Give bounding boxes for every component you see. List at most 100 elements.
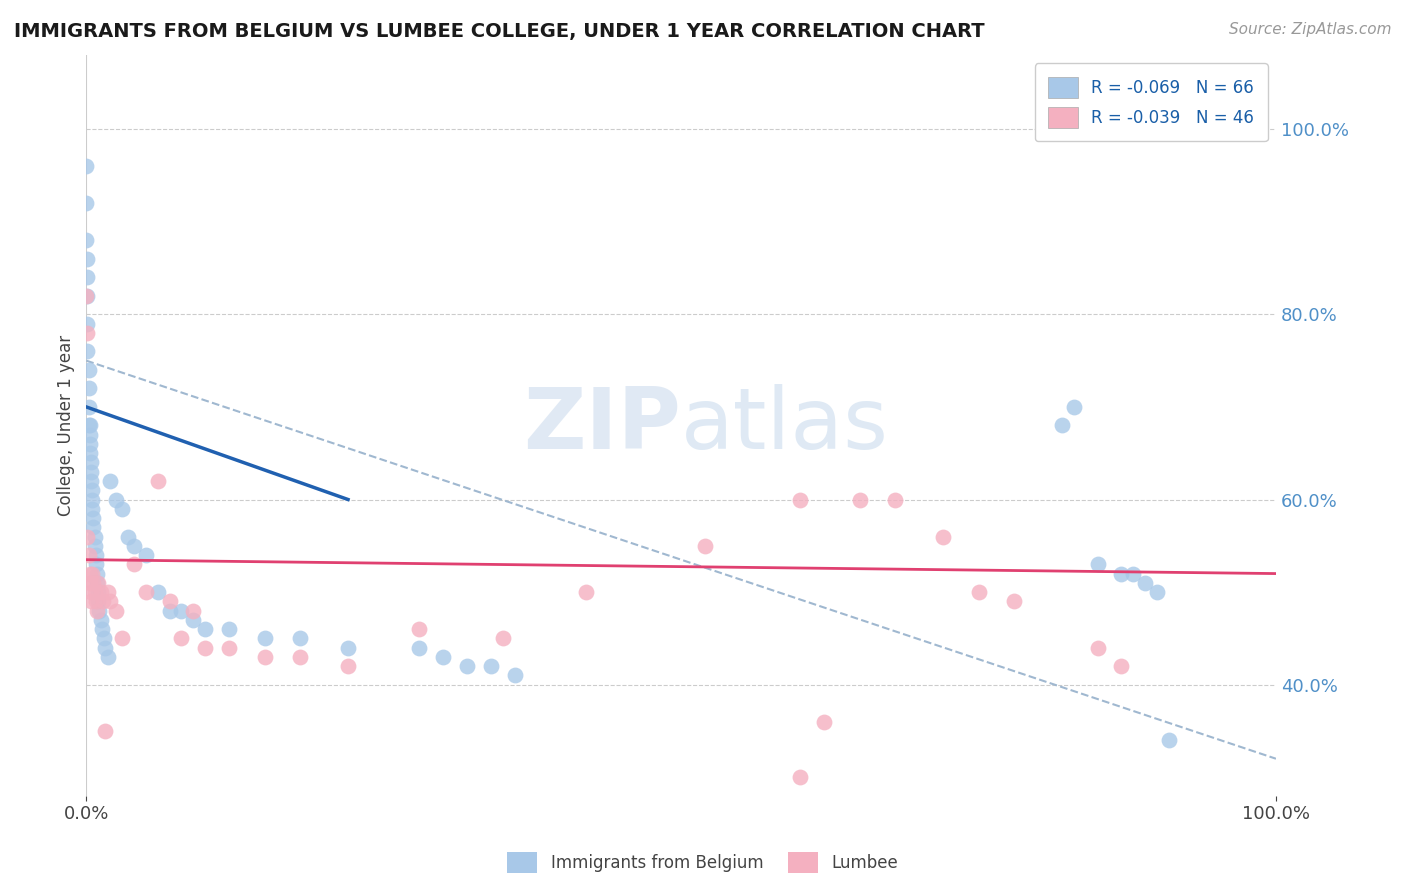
Legend: Immigrants from Belgium, Lumbee: Immigrants from Belgium, Lumbee — [501, 846, 905, 880]
Point — [432, 649, 454, 664]
Point — [90, 622, 112, 636]
Point — [170, 604, 193, 618]
Point — [84, 594, 107, 608]
Point — [76, 317, 98, 331]
Point — [884, 492, 907, 507]
Point — [146, 585, 169, 599]
Point — [79, 446, 101, 460]
Point — [82, 520, 104, 534]
Point — [75, 233, 97, 247]
Point — [97, 649, 120, 664]
Point — [105, 492, 128, 507]
Point — [194, 640, 217, 655]
Point — [83, 585, 105, 599]
Point — [84, 548, 107, 562]
Point — [82, 566, 104, 581]
Point — [76, 326, 98, 340]
Point — [86, 575, 108, 590]
Point — [1146, 585, 1168, 599]
Point — [290, 649, 312, 664]
Point — [84, 558, 107, 572]
Point — [135, 548, 157, 562]
Point — [253, 632, 276, 646]
Point — [80, 594, 103, 608]
Point — [89, 604, 111, 618]
Point — [183, 613, 205, 627]
Point — [75, 159, 97, 173]
Point — [87, 575, 110, 590]
Point — [77, 363, 100, 377]
Point — [80, 474, 103, 488]
Point — [77, 418, 100, 433]
Point — [80, 465, 103, 479]
Point — [183, 604, 205, 618]
Point — [1111, 659, 1133, 673]
Point — [848, 492, 870, 507]
Text: ZIP: ZIP — [523, 384, 681, 467]
Point — [87, 585, 110, 599]
Point — [456, 659, 478, 673]
Point — [932, 530, 955, 544]
Point — [111, 501, 134, 516]
Point — [1122, 566, 1144, 581]
Point — [337, 659, 360, 673]
Y-axis label: College, Under 1 year: College, Under 1 year — [58, 334, 75, 516]
Text: Source: ZipAtlas.com: Source: ZipAtlas.com — [1229, 22, 1392, 37]
Point — [159, 594, 181, 608]
Point — [1157, 733, 1180, 747]
Point — [93, 632, 115, 646]
Point — [693, 539, 716, 553]
Point — [575, 585, 598, 599]
Point — [1087, 640, 1109, 655]
Point — [79, 437, 101, 451]
Point — [77, 400, 100, 414]
Point — [91, 594, 114, 608]
Point — [80, 585, 103, 599]
Point — [77, 381, 100, 395]
Point — [813, 714, 835, 729]
Point — [967, 585, 990, 599]
Point — [218, 622, 240, 636]
Text: atlas: atlas — [681, 384, 889, 467]
Point — [76, 530, 98, 544]
Point — [94, 723, 117, 738]
Point — [75, 196, 97, 211]
Point — [83, 530, 105, 544]
Point — [170, 632, 193, 646]
Point — [159, 604, 181, 618]
Point — [76, 270, 98, 285]
Point — [86, 604, 108, 618]
Point — [1063, 400, 1085, 414]
Point — [82, 483, 104, 498]
Point — [90, 613, 112, 627]
Point — [75, 289, 97, 303]
Point — [82, 492, 104, 507]
Point — [82, 511, 104, 525]
Point — [337, 640, 360, 655]
Point — [503, 668, 526, 682]
Point — [86, 566, 108, 581]
Point — [87, 594, 110, 608]
Point — [76, 252, 98, 266]
Legend: R = -0.069   N = 66, R = -0.039   N = 46: R = -0.069 N = 66, R = -0.039 N = 46 — [1035, 63, 1268, 141]
Point — [253, 649, 276, 664]
Point — [290, 632, 312, 646]
Point — [194, 622, 217, 636]
Point — [479, 659, 502, 673]
Point — [789, 492, 811, 507]
Point — [1087, 558, 1109, 572]
Point — [135, 585, 157, 599]
Point — [97, 585, 120, 599]
Point — [408, 622, 430, 636]
Point — [111, 632, 134, 646]
Point — [79, 427, 101, 442]
Point — [83, 539, 105, 553]
Point — [1002, 594, 1025, 608]
Point — [77, 548, 100, 562]
Point — [218, 640, 240, 655]
Point — [82, 501, 104, 516]
Point — [82, 575, 104, 590]
Point — [94, 640, 117, 655]
Point — [98, 594, 121, 608]
Point — [76, 289, 98, 303]
